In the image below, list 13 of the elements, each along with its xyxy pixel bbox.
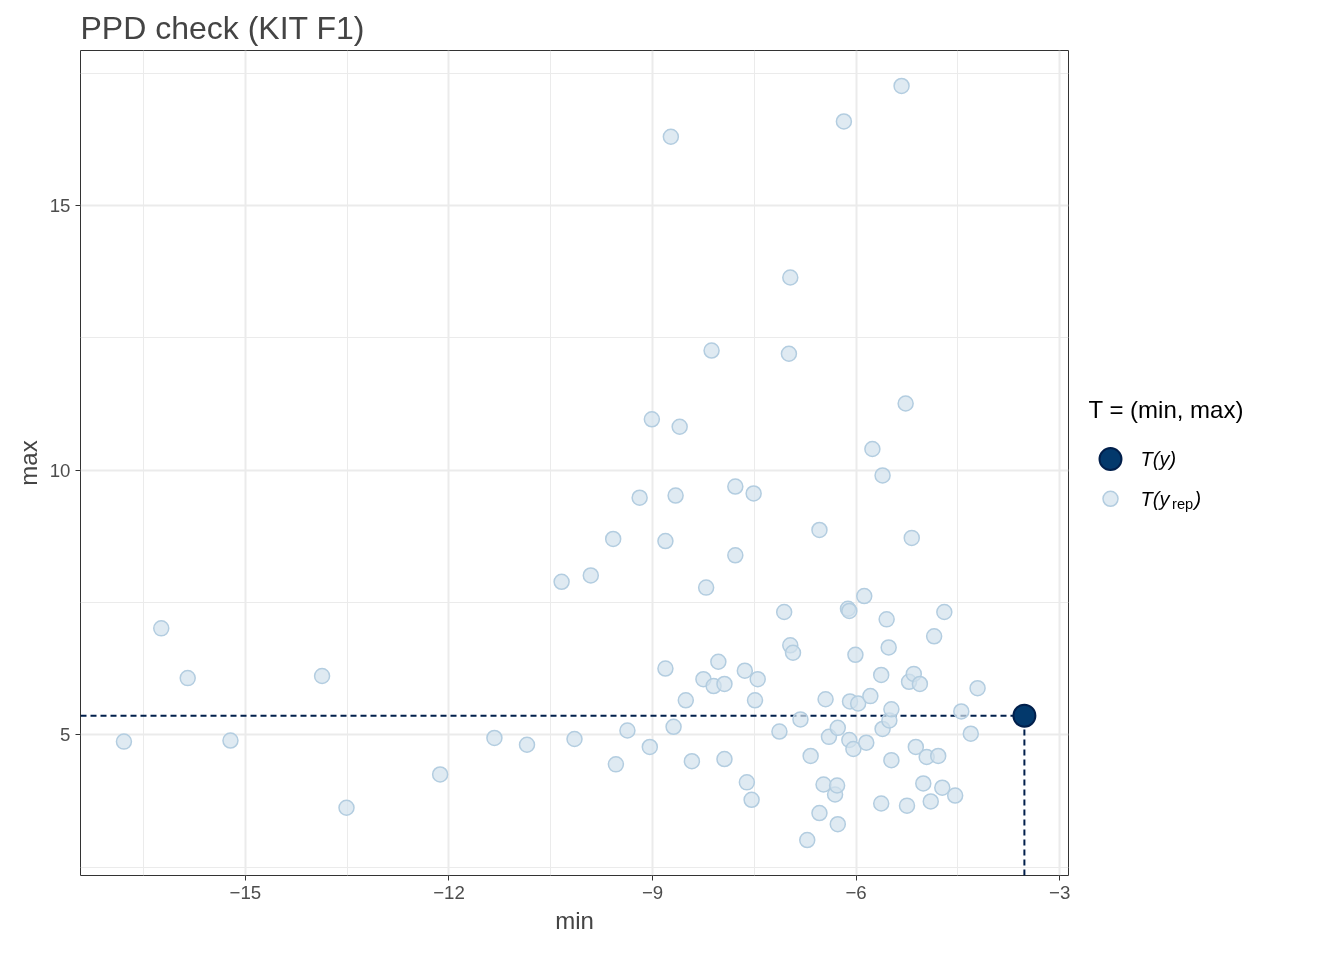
x-tick-label: −12 xyxy=(433,881,465,903)
x-axis-title: min xyxy=(555,906,594,934)
y-axis-title: max xyxy=(14,440,42,486)
x-tick-label: −15 xyxy=(229,881,262,903)
x-tick-label: −9 xyxy=(641,881,664,903)
x-tick-label: −3 xyxy=(1049,881,1071,903)
x-tick-label: −6 xyxy=(845,881,867,903)
legend-label: T(y) xyxy=(1140,448,1177,471)
y-tick-label: 15 xyxy=(49,195,71,217)
legend-title: T = (min, max) xyxy=(1088,395,1244,423)
y-tick-label: 10 xyxy=(49,459,71,481)
chart-title: PPD check (KIT F1) xyxy=(80,9,365,46)
y-tick-label: 5 xyxy=(60,724,71,746)
